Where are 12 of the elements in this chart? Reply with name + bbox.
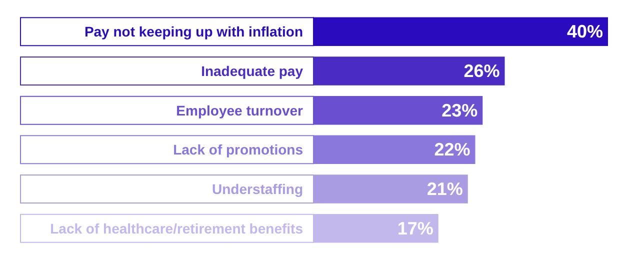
y-tick-label: Pay not keeping up with inflation	[84, 24, 303, 40]
data-label: 21%	[426, 179, 463, 199]
data-label: 17%	[397, 218, 434, 238]
data-label: 26%	[464, 61, 500, 81]
data-label: 23%	[442, 100, 478, 120]
y-tick-label: Inadequate pay	[201, 63, 304, 79]
y-tick-label: Lack of healthcare/retirement benefits	[50, 220, 304, 236]
data-label: 40%	[566, 22, 603, 42]
y-tick-label: Employee turnover	[176, 102, 304, 118]
y-tick-label: Understaffing	[212, 181, 303, 197]
data-label: 22%	[434, 140, 470, 160]
y-tick-label: Lack of promotions	[173, 142, 304, 158]
